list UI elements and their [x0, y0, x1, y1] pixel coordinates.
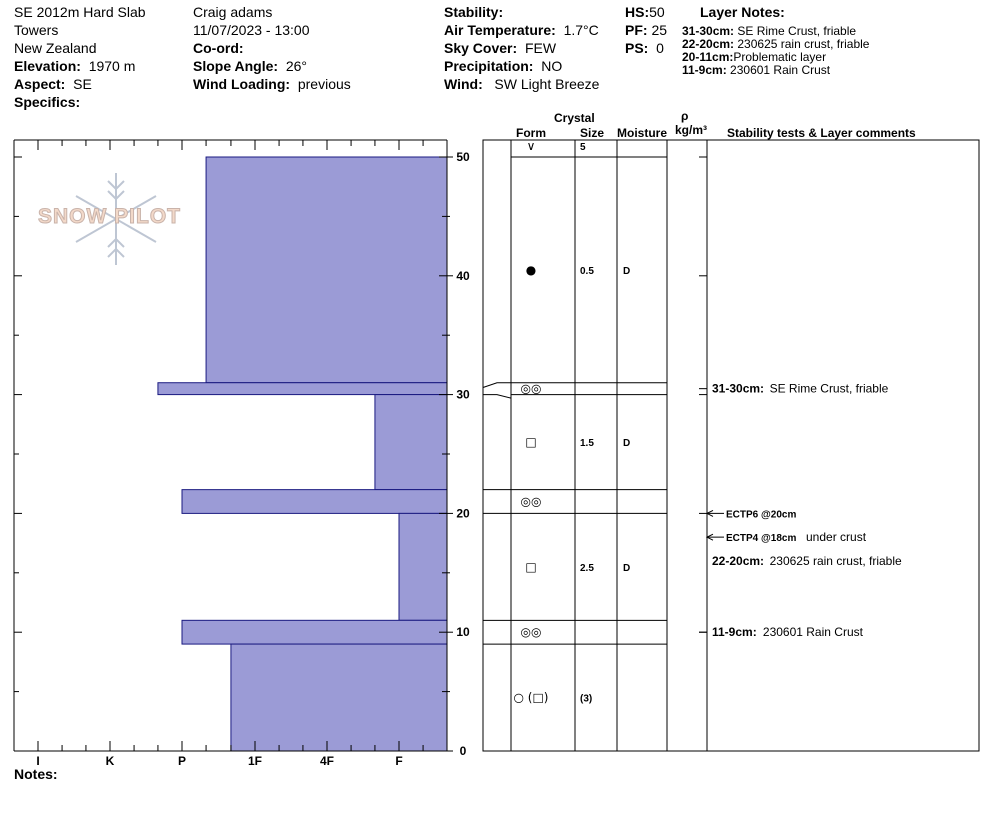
depth-tick-label: 40	[456, 269, 470, 283]
col-crystal: Crystal	[554, 111, 595, 125]
air-temperature: Air Temperature: 1.7°C	[444, 22, 599, 38]
stability-test-note: under crust	[806, 530, 867, 544]
crystal-form-symbol: ○ (□)	[514, 691, 549, 705]
ps-value: PS: 0	[625, 40, 664, 56]
observer: Craig adams	[193, 4, 273, 20]
pit-title: SE 2012m Hard Slab	[14, 4, 146, 20]
moisture-value: D	[623, 438, 630, 449]
test-arrow-head	[705, 509, 714, 517]
test-arrow-head	[705, 533, 714, 541]
hardness-bar	[230, 643, 448, 752]
hardness-tick-label: 1F	[248, 754, 262, 768]
aspect: Aspect: SE	[14, 76, 92, 92]
layer-note: 11-9cm: 230601 Rain Crust	[682, 63, 831, 77]
precipitation: Precipitation: NO	[444, 58, 563, 74]
pf-value: PF: 25	[625, 22, 668, 38]
col-moisture: Moisture	[617, 126, 668, 140]
depth-tick-label: 30	[456, 388, 470, 402]
moisture-value: D	[623, 266, 630, 277]
specifics-label: Specifics:	[14, 94, 81, 110]
layer-table-frame	[482, 139, 980, 752]
elevation: Elevation: 1970 m	[14, 58, 136, 74]
depth-tick-label: 20	[456, 506, 470, 520]
stability-test: ECTP4 @18cm	[726, 533, 796, 544]
location: Towers	[14, 22, 59, 38]
crystal-form-symbol: □	[525, 435, 536, 449]
layer-notes-title: Layer Notes:	[700, 4, 785, 20]
coord-label: Co-ord:	[193, 40, 244, 56]
hardness-tick-label: K	[106, 754, 115, 768]
region: New Zealand	[14, 40, 97, 56]
col-density: kg/m³	[675, 123, 708, 137]
hardness-tick-label: P	[178, 754, 186, 768]
depth-tick-label: 10	[456, 625, 470, 639]
sky-cover: Sky Cover: FEW	[444, 40, 557, 56]
layer-comment-range: 11-9cm:	[712, 625, 757, 639]
crystal-form-symbol: □	[525, 560, 536, 574]
layer-comment-range: 31-30cm:	[712, 382, 764, 396]
notes-label: Notes:	[14, 766, 58, 782]
crystal-size: 5	[580, 142, 586, 153]
hardness-bar	[374, 394, 448, 491]
layer-comment-text: SE Rime Crust, friable	[770, 382, 889, 396]
wind-loading: Wind Loading: previous	[193, 76, 351, 92]
hs-value: HS:50	[625, 4, 665, 20]
layer-note: 22-20cm: 230625 rain crust, friable	[682, 37, 870, 51]
stability-test: ECTP6 @20cm	[726, 509, 796, 520]
slope-angle: Slope Angle: 26°	[193, 58, 307, 74]
crystal-form-symbol: ●	[526, 263, 536, 277]
col-rho: ρ	[681, 109, 689, 123]
layer-comment-range: 22-20cm:	[712, 554, 764, 568]
stability-label: Stability:	[444, 4, 504, 20]
layer-note: 20-11cm:Problematic layer	[682, 50, 827, 64]
crystal-form-symbol: ◎◎	[521, 382, 542, 396]
wind: Wind: SW Light Breeze	[444, 76, 600, 92]
layer-note: 31-30cm: SE Rime Crust, friable	[682, 24, 857, 38]
snowpilot-logo: SNOW PILOT	[38, 205, 181, 229]
hardness-tick-label: I	[36, 754, 39, 768]
col-comments: Stability tests & Layer comments	[727, 126, 916, 140]
crystal-form-symbol: ◎◎	[521, 495, 542, 509]
hardness-tick-label: F	[395, 754, 402, 768]
crystal-form-symbol: ∨	[527, 139, 536, 153]
datetime: 11/07/2023 - 13:00	[193, 22, 310, 38]
hardness-bar	[181, 489, 448, 514]
hardness-bar	[157, 382, 448, 396]
crystal-size: 2.5	[580, 563, 594, 574]
layer-comment-text: 230601 Rain Crust	[763, 625, 864, 639]
layer-connector	[483, 394, 512, 399]
col-form: Form	[516, 126, 546, 140]
hardness-bar	[181, 619, 448, 645]
moisture-value: D	[623, 563, 630, 574]
depth-tick-label: 0	[460, 744, 467, 758]
crystal-size: (3)	[580, 694, 592, 705]
crystal-size: 0.5	[580, 266, 594, 277]
crystal-form-symbol: ◎◎	[521, 625, 542, 639]
hardness-tick-label: 4F	[320, 754, 334, 768]
col-size: Size	[580, 126, 605, 140]
crystal-size: 1.5	[580, 438, 594, 449]
depth-tick-label: 50	[456, 150, 470, 164]
layer-connector	[482, 382, 511, 388]
hardness-bar	[398, 512, 448, 621]
hardness-bar	[205, 156, 448, 384]
layer-comment-text: 230625 rain crust, friable	[770, 554, 902, 568]
